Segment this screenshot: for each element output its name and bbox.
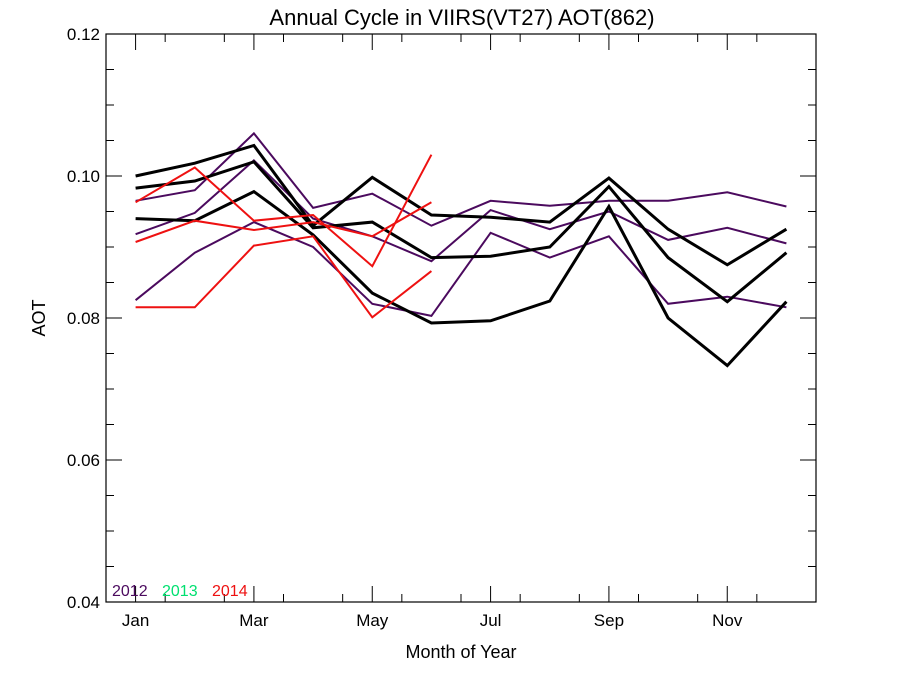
series-line-8	[135, 201, 432, 243]
tick-labels: Jan Mar May Jul Sep Nov 0.04 0.06 0.08 0.10 0.12	[67, 25, 743, 630]
series-line-2	[135, 159, 787, 263]
series-line-1	[135, 131, 787, 227]
y-tick-label: 0.08	[67, 309, 100, 328]
y-tick-label: 0.06	[67, 451, 100, 470]
x-axis-title: Month of Year	[405, 642, 516, 662]
series-line-5	[135, 160, 788, 304]
y-tick-label: 0.12	[67, 25, 100, 44]
legend-entry: 2013	[162, 583, 198, 600]
series-line-4	[135, 143, 788, 267]
series-group	[134, 131, 788, 368]
legend-entry: 2014	[212, 583, 248, 600]
series-line-3	[134, 220, 787, 318]
series-line-7	[135, 154, 433, 268]
axis-ticks	[106, 33, 816, 603]
x-tick-label: Nov	[712, 611, 743, 630]
x-tick-label: May	[356, 611, 389, 630]
legend: 2012 2013 2014	[112, 583, 248, 600]
x-tick-label: Sep	[594, 611, 624, 630]
series-line-9	[135, 235, 433, 319]
x-tick-label: Jul	[480, 611, 502, 630]
series-line-6	[135, 189, 788, 368]
plot-frame	[105, 33, 817, 603]
chart-title: Annual Cycle in VIIRS(VT27) AOT(862)	[269, 5, 654, 30]
y-tick-label: 0.10	[67, 167, 100, 186]
y-tick-label: 0.04	[67, 593, 100, 612]
legend-entry: 2012	[112, 583, 148, 600]
x-tick-label: Mar	[239, 611, 269, 630]
x-tick-label: Jan	[122, 611, 149, 630]
y-axis-title: AOT	[29, 299, 49, 336]
